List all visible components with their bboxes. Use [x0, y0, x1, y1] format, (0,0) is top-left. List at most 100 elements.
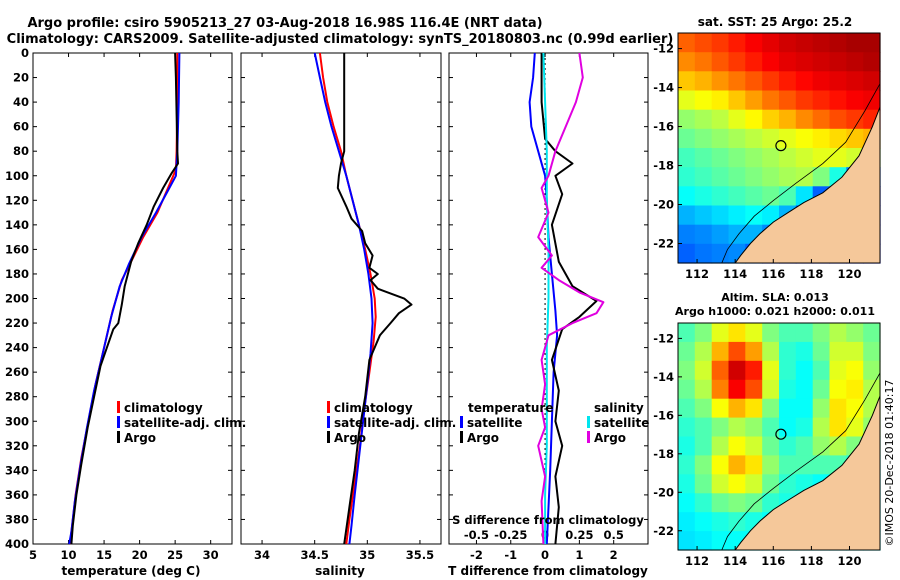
- xtick-label-temperature-20: 20: [132, 548, 148, 562]
- map-sst-cell-1-1: [694, 52, 713, 72]
- map-sla-cell-6-6: [779, 436, 797, 456]
- map-sla-cell-2-8: [812, 360, 831, 381]
- ytick-label-300: 300: [5, 414, 29, 428]
- salinity-legend: climatology satellite-adj. clim. Argo: [327, 401, 456, 445]
- map-sst-cell-11-1: [694, 243, 713, 264]
- map-sla-cell-3-7: [795, 379, 814, 400]
- map-sla-cell-0-9: [829, 323, 847, 343]
- imos-credit: ©IMOS 20-Dec-2018 01:40:17: [883, 380, 896, 547]
- map-sst-cell-6-5: [762, 148, 780, 168]
- map-sst-cell-1-2: [711, 52, 730, 72]
- plot-frame-temperature: [32, 52, 233, 545]
- map-sla-cell-4-1: [694, 398, 713, 419]
- map-sst-ytick-label--14: -14: [653, 81, 674, 95]
- map-sst-cell-1-11: [863, 52, 881, 72]
- series-salinity-satellite-adj-clim-: [313, 52, 374, 545]
- map-sst-xtick-label-116: 116: [761, 267, 785, 281]
- map-sla-cell-6-3: [728, 436, 746, 456]
- map-sla-ytick-label--14: -14: [653, 370, 674, 384]
- map-sla-cell-6-2: [711, 436, 730, 456]
- map-sla-cell-3-3: [728, 379, 746, 400]
- map-sla-cell-11-0: [678, 531, 696, 551]
- title-line-2: Climatology: CARS2009. Satellite-adjuste…: [7, 32, 674, 47]
- legend-title-salinity: salinity: [594, 401, 644, 415]
- map-sla-cell-11-2: [711, 531, 730, 551]
- map-sst-cell-5-10: [846, 128, 864, 149]
- map-sla-cell-5-8: [812, 417, 831, 438]
- map-sst-cell-2-2: [711, 71, 730, 92]
- map-sst-cell-3-4: [745, 90, 763, 111]
- map-sst-cell-4-9: [829, 109, 847, 130]
- map-sst-cell-6-7: [795, 148, 814, 168]
- map-sst-cell-4-1: [694, 109, 713, 130]
- map-sst-cell-8-1: [694, 186, 713, 207]
- map-sla-cell-1-0: [678, 341, 696, 362]
- map-sst-cell-1-3: [728, 52, 746, 72]
- map-sst-cell-2-5: [762, 71, 780, 92]
- map-sla-cell-3-8: [812, 379, 831, 400]
- map-sla-cell-0-10: [846, 323, 864, 343]
- ytick-label-260: 260: [5, 365, 29, 379]
- legend-swatch-argo: [117, 431, 120, 443]
- ytick-label-60: 60: [13, 120, 29, 134]
- map-sla-cell-5-9: [829, 417, 847, 438]
- map-sla-cell-1-10: [846, 341, 864, 362]
- sla-map-title-2: Argo h1000: 0.021 h2000: 0.011: [675, 305, 875, 318]
- map-sst-cell-8-6: [779, 186, 797, 207]
- map-sst-cell-1-7: [795, 52, 814, 72]
- map-sst-cell-6-6: [779, 148, 797, 168]
- map-sst-cell-2-9: [829, 71, 847, 92]
- map-sst-cell-0-4: [745, 33, 763, 53]
- map-sla-cell-3-0: [678, 379, 696, 400]
- legend-label-satellite-s: satellite-adj. clim.: [334, 416, 456, 430]
- legend-label-s-argo: Argo: [594, 431, 626, 445]
- map-sla-cell-2-9: [829, 360, 847, 381]
- map-sst-xtick-label-118: 118: [799, 267, 823, 281]
- map-sla-cell-5-10: [846, 417, 864, 438]
- ytick-label-40: 40: [13, 95, 29, 109]
- map-sst-ytick-label--20: -20: [653, 198, 674, 212]
- map-sst-cell-4-0: [678, 109, 696, 130]
- map-sst-cell-7-1: [694, 167, 713, 187]
- map-sst-cell-1-5: [762, 52, 780, 72]
- map-sst-cell-0-2: [711, 33, 730, 53]
- ytick-label-200: 200: [5, 292, 29, 306]
- plot-frame-salinity: [240, 52, 442, 545]
- temperature-panel: 0 20 40 60 80 100 120 140 160 180 200 220 240 260 280 3…: [5, 46, 233, 562]
- map-sst-cell-6-4: [745, 148, 763, 168]
- map-sla-cell-2-4: [745, 360, 763, 381]
- xtick-label-difference--1: -1: [504, 548, 517, 562]
- map-sst-cell-1-10: [846, 52, 864, 72]
- map-sst-cell-3-2: [711, 90, 730, 111]
- map-sla-cell-5-0: [678, 417, 696, 438]
- map-sst-cell-0-3: [728, 33, 746, 53]
- map-sst-cell-2-7: [795, 71, 814, 92]
- xtick-top-label--0.25: -0.25: [494, 528, 527, 542]
- map-sla-cell-0-8: [812, 323, 831, 343]
- map-sst-cell-10-0: [678, 224, 696, 245]
- map-sla-cell-0-0: [678, 323, 696, 343]
- series-difference-s-satellite: [542, 52, 550, 544]
- map-sst-cell-5-3: [728, 128, 746, 149]
- map-sla-cell-5-2: [711, 417, 730, 438]
- map-sst-cell-4-10: [846, 109, 864, 130]
- map-sst-cell-2-1: [694, 71, 713, 92]
- map-sst-cell-5-0: [678, 128, 696, 149]
- map-sst-cell-11-2: [711, 243, 730, 264]
- map-sla-cell-8-2: [711, 474, 730, 494]
- map-sla-cell-7-4: [745, 455, 763, 475]
- map-sla-cell-9-2: [711, 493, 730, 513]
- map-sla-cell-1-7: [795, 341, 814, 362]
- map-sst-cell-9-3: [728, 205, 746, 226]
- legend-swatch-t-argo: [460, 431, 463, 443]
- map-sst-cell-3-11: [863, 90, 881, 111]
- map-sst-cell-4-7: [795, 109, 814, 130]
- xtick-label-difference-2: 2: [610, 548, 618, 562]
- ytick-label-220: 220: [5, 316, 29, 330]
- legend-swatch-climatology-s: [327, 401, 330, 413]
- xtick-top-label-0.5: 0.5: [604, 528, 624, 542]
- map-sla-cell-7-6: [779, 455, 797, 475]
- ytick-label-340: 340: [5, 463, 29, 477]
- map-sla-ytick-label--16: -16: [653, 408, 674, 422]
- legend-swatch-t-satellite: [460, 416, 463, 428]
